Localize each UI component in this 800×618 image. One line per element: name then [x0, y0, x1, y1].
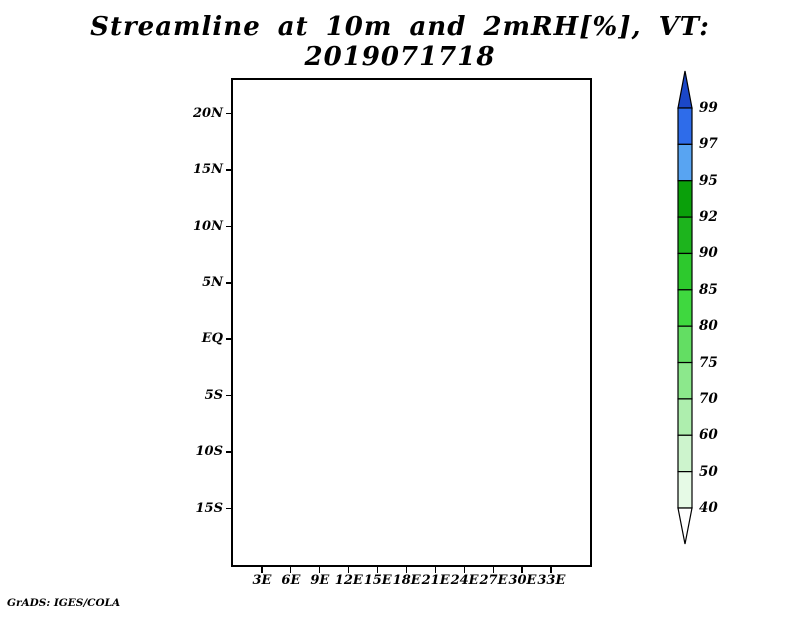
colorbar-level-label: 85	[699, 281, 718, 298]
y-axis-label: 5S	[204, 387, 223, 403]
y-axis-label: EQ	[201, 331, 223, 347]
y-axis-tick	[226, 394, 232, 397]
credit-text: GrADS: IGES/COLA	[7, 597, 121, 609]
x-axis-tick	[521, 567, 524, 573]
y-axis-tick	[226, 282, 232, 284]
x-axis-tick	[347, 567, 350, 573]
x-axis-label: 18E	[392, 573, 421, 588]
map-canvas	[233, 80, 590, 565]
colorbar	[677, 70, 693, 545]
y-axis-tick	[226, 507, 232, 510]
x-axis-tick	[318, 567, 321, 573]
colorbar-level-label: 80	[699, 318, 718, 335]
colorbar-segment	[677, 325, 693, 364]
y-axis-tick	[226, 338, 232, 340]
colorbar-segment	[677, 180, 693, 218]
x-axis-label: 30E	[508, 573, 537, 588]
x-axis-tick	[405, 567, 408, 573]
colorbar-level-label: 90	[699, 245, 718, 262]
colorbar-level-label: 95	[699, 172, 718, 189]
colorbar-level-label: 50	[699, 463, 718, 480]
chart-title: Streamline at 10m and 2mRH[%], VT: 20190…	[90, 12, 710, 72]
x-axis-label: 27E	[479, 573, 508, 588]
colorbar-level-label: 92	[699, 209, 718, 226]
colorbar-segment	[677, 398, 693, 436]
x-axis-tick	[376, 567, 379, 573]
colorbar-segment	[677, 107, 693, 145]
x-axis-tick	[463, 567, 466, 573]
colorbar-level-label: 97	[699, 136, 718, 153]
x-axis-tick	[260, 567, 263, 573]
y-axis-tick	[226, 169, 232, 171]
colorbar-segment	[677, 361, 693, 400]
x-axis-label: 6E	[281, 573, 301, 588]
x-axis-label: 15E	[363, 573, 392, 588]
colorbar-level-label: 60	[699, 427, 718, 444]
x-axis-tick	[550, 567, 552, 573]
y-axis-label: 5N	[202, 275, 223, 291]
colorbar-segment	[677, 216, 693, 255]
y-axis-tick	[226, 451, 232, 453]
x-axis-tick	[434, 567, 437, 573]
x-axis-label: 33E	[537, 573, 566, 588]
colorbar-level-label: 99	[699, 100, 718, 116]
colorbar-segment	[677, 434, 693, 473]
colorbar-segment	[677, 289, 693, 327]
x-axis-tick	[289, 567, 292, 573]
x-axis-label: 21E	[421, 573, 450, 588]
y-axis-label: 15N	[193, 162, 223, 178]
colorbar-level-label: 70	[699, 390, 718, 407]
colorbar-segment	[677, 143, 693, 182]
x-axis-label: 3E	[252, 573, 272, 588]
y-axis-tick	[226, 112, 232, 115]
y-axis-label: 15S	[195, 500, 223, 516]
colorbar-segment	[677, 471, 693, 509]
x-axis-tick	[492, 567, 495, 573]
x-axis-label: 24E	[450, 573, 479, 588]
colorbar-level-label: 75	[699, 354, 718, 371]
colorbar-level-label: 40	[699, 500, 718, 516]
x-axis-label: 12E	[334, 573, 363, 588]
y-axis-label: 10S	[195, 444, 223, 460]
colorbar-segment	[677, 252, 693, 291]
y-axis-label: 20N	[193, 105, 223, 121]
y-axis-tick	[226, 225, 232, 228]
y-axis-label: 10N	[193, 218, 223, 234]
x-axis-label: 9E	[310, 573, 330, 588]
